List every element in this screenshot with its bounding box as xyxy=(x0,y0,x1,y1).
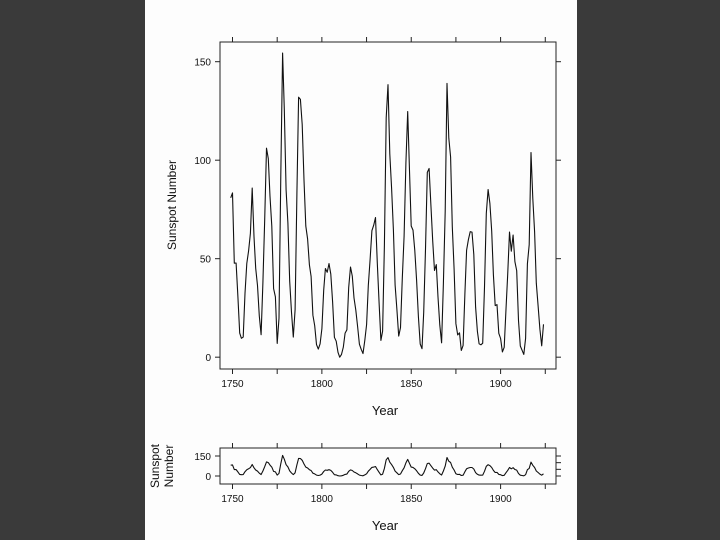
main-sunspot-series-line xyxy=(230,52,545,358)
banked-y-tick-label: 150 xyxy=(194,452,211,463)
banked-y-tick-label: 0 xyxy=(205,472,211,483)
main-x-tick-label: 1750 xyxy=(221,379,244,390)
main-y-tick-label: 150 xyxy=(194,58,211,69)
main-x-axis-label: Year xyxy=(372,403,399,418)
main-panel: 1750 1800 1850 1900 0 50 100 150 xyxy=(194,37,561,390)
banked-x-tick-label: 1900 xyxy=(489,494,512,505)
main-y-axis-label: Sunspot Number xyxy=(165,160,179,250)
banked-plot-frame xyxy=(219,447,557,485)
banked-y-axis-label-line1: Sunspot xyxy=(148,443,162,488)
banked-x-tick-label: 1800 xyxy=(311,494,334,505)
banked-x-tick-label: 1750 xyxy=(221,494,244,505)
main-y-tick-label: 50 xyxy=(200,255,212,266)
banked-panel: 1750 1800 1850 1900 0 150 xyxy=(194,443,561,505)
main-y-tick-label: 100 xyxy=(194,156,211,167)
banked-sunspot-series-line xyxy=(230,454,544,477)
banked-x-tick-label: 1850 xyxy=(400,494,423,505)
main-x-tick-label: 1800 xyxy=(311,379,334,390)
figure-page xyxy=(145,0,577,540)
main-y-tick-label: 0 xyxy=(205,353,211,364)
main-x-tick-label: 1850 xyxy=(400,379,423,390)
banked-y-axis-label-line2: Number xyxy=(162,445,176,488)
main-x-tick-label: 1900 xyxy=(489,379,512,390)
main-plot-frame xyxy=(219,41,557,370)
banked-x-axis-label: Year xyxy=(372,518,399,533)
